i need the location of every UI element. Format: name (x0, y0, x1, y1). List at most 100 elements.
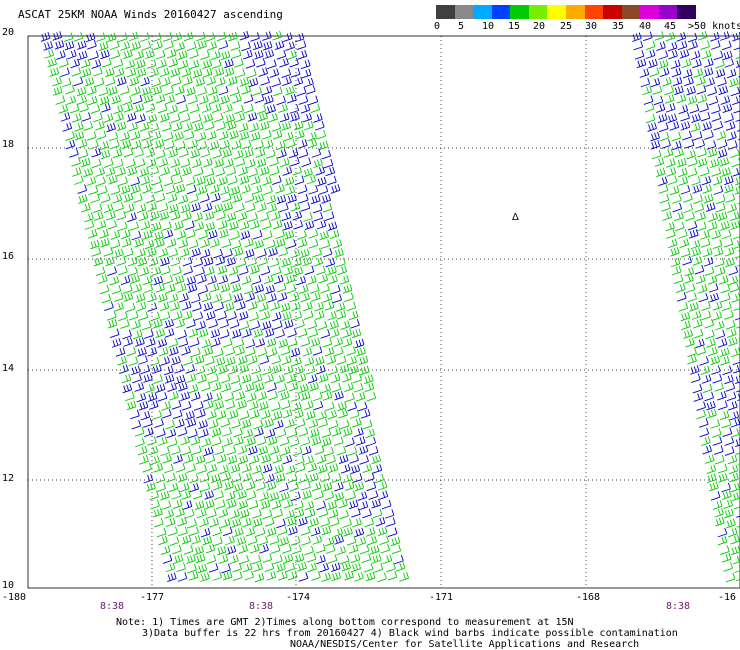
wind-barb (149, 165, 160, 176)
wind-barb (264, 49, 275, 59)
colorbar-label: >50 knots (688, 21, 740, 32)
wind-barb (667, 238, 678, 249)
wind-barb (236, 301, 246, 311)
wind-barb (105, 166, 116, 177)
wind-barb (254, 572, 265, 583)
wind-barb (226, 545, 237, 555)
wind-barb (246, 490, 257, 501)
wind-barb (701, 436, 711, 446)
lat-label: 20 (2, 27, 15, 38)
wind-barb (246, 392, 257, 402)
wind-barb (103, 158, 114, 168)
wind-barb (735, 176, 740, 186)
wind-barb (249, 454, 260, 465)
wind-barb (648, 58, 658, 69)
wind-barb (174, 275, 185, 285)
wind-barb (712, 373, 723, 384)
wind-barb (314, 310, 325, 321)
wind-barb (358, 355, 369, 365)
wind-barb (696, 346, 706, 356)
wind-barb (233, 482, 244, 493)
wind-barb (724, 175, 734, 186)
wind-barb (336, 355, 347, 365)
wind-barb (96, 176, 106, 187)
wind-barb (706, 400, 716, 411)
wind-barb (181, 300, 192, 311)
wind-barb (356, 536, 367, 547)
wind-barb (270, 301, 280, 311)
wind-barb (204, 490, 214, 500)
wind-barb (244, 148, 254, 159)
wind-barb (224, 392, 235, 402)
wind-barb (235, 112, 246, 123)
wind-barb (364, 382, 375, 393)
wind-barb (221, 382, 231, 393)
wind-barb (704, 266, 715, 276)
wind-barb (254, 50, 264, 60)
colorbar-swatch (658, 5, 678, 19)
wind-barb (347, 401, 357, 412)
wind-barb (282, 32, 293, 43)
wind-barb (205, 221, 216, 232)
wind-barb (132, 283, 143, 294)
wind-barb (191, 391, 201, 402)
wind-barb (90, 193, 100, 204)
wind-barb (145, 103, 156, 113)
wind-barb (188, 139, 198, 149)
wind-barb (662, 77, 672, 87)
wind-barb (197, 140, 208, 151)
wind-barb (147, 247, 157, 258)
wind-barb (99, 229, 109, 239)
wind-barb (185, 410, 195, 421)
wind-barb (256, 293, 267, 303)
wind-barb (110, 185, 121, 196)
wind-barb (685, 211, 695, 222)
wind-barb (354, 527, 365, 538)
wind-barb (205, 266, 215, 276)
wind-barb (713, 50, 724, 61)
wind-barb (298, 193, 309, 204)
wind-barb (666, 167, 677, 177)
wind-barb (680, 184, 691, 195)
wind-barb (111, 94, 121, 105)
wind-barb (189, 337, 200, 348)
wind-barb (372, 508, 383, 519)
wind-barb (237, 399, 247, 410)
wind-barb (194, 545, 204, 556)
wind-barb (128, 121, 138, 132)
wind-barb (202, 59, 213, 70)
wind-barb (249, 543, 260, 554)
wind-barb (266, 337, 277, 348)
wind-barb (162, 408, 172, 419)
wind-barb (334, 346, 344, 357)
wind-barb (175, 85, 185, 96)
wind-barb (244, 570, 255, 581)
wind-barb (142, 139, 153, 149)
wind-barb (175, 507, 185, 518)
wind-barb (219, 319, 229, 329)
wind-barb (161, 401, 171, 411)
wind-barb (724, 446, 735, 456)
wind-barb (172, 121, 183, 132)
wind-barb (120, 275, 131, 286)
wind-barb (304, 545, 314, 556)
wind-barb (274, 464, 284, 474)
wind-barb (160, 356, 170, 366)
wind-barb (253, 328, 263, 338)
wind-barb (242, 463, 252, 473)
wind-barb (114, 112, 124, 122)
wind-barb (248, 167, 259, 178)
wind-barb (259, 302, 269, 312)
wind-barb (186, 463, 196, 473)
wind-barb (150, 211, 160, 221)
wind-barb (262, 41, 273, 51)
wind-barb (329, 320, 339, 330)
wind-barb (682, 130, 692, 141)
wind-barb (220, 417, 231, 428)
wind-barb (140, 364, 150, 375)
wind-barb (356, 346, 366, 357)
wind-barb (120, 41, 130, 51)
wind-barb (192, 489, 203, 500)
wind-barb (290, 437, 300, 447)
wind-barb (716, 130, 726, 141)
